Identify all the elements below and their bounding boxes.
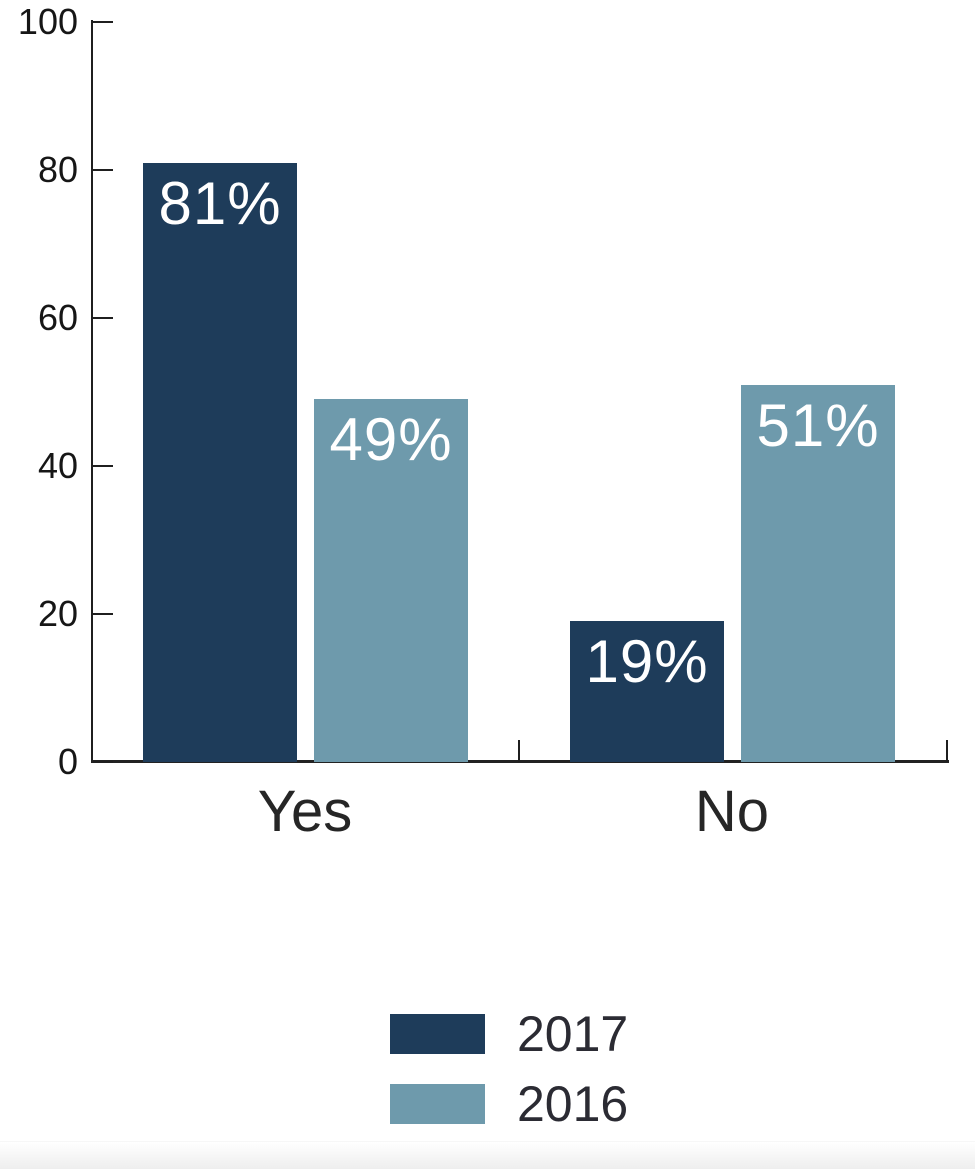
y-tick — [93, 465, 113, 467]
legend-item-2016: 2016 — [390, 1076, 628, 1132]
y-tick — [93, 317, 113, 319]
bar-no-2017: 19% — [570, 621, 724, 762]
x-axis-line — [91, 760, 949, 763]
y-axis-line — [91, 20, 93, 763]
legend-item-2017: 2017 — [390, 1006, 628, 1062]
bar-yes-2016: 49% — [314, 399, 468, 762]
legend-swatch-2017 — [390, 1014, 485, 1054]
bar-value-label: 49% — [329, 406, 453, 473]
bar-no-2016: 51% — [741, 385, 895, 762]
y-tick — [93, 21, 113, 23]
y-tick-label: 40 — [37, 445, 78, 486]
x-tick-group-divider — [518, 740, 520, 762]
legend-swatch-2016 — [390, 1084, 485, 1124]
bar-value-label: 19% — [585, 628, 709, 695]
bar-value-label: 51% — [756, 392, 880, 459]
legend: 2017 2016 — [390, 1006, 628, 1146]
x-tick-axis-end — [946, 740, 948, 762]
category-label-yes: Yes — [257, 779, 353, 844]
y-tick-label: 60 — [37, 297, 78, 338]
legend-label-2017: 2017 — [517, 1006, 629, 1062]
y-tick-label: 20 — [37, 593, 78, 634]
y-tick — [93, 761, 113, 763]
y-tick — [93, 613, 113, 615]
y-tick-label: 0 — [57, 741, 78, 782]
legend-label-2016: 2016 — [517, 1076, 629, 1132]
page-bottom-edge — [0, 1141, 975, 1169]
y-tick-label: 80 — [37, 149, 78, 190]
y-tick-label: 100 — [17, 1, 78, 42]
y-tick — [93, 169, 113, 171]
category-label-no: No — [694, 779, 770, 844]
bar-yes-2017: 81% — [143, 163, 297, 762]
bar-value-label: 81% — [158, 170, 282, 237]
